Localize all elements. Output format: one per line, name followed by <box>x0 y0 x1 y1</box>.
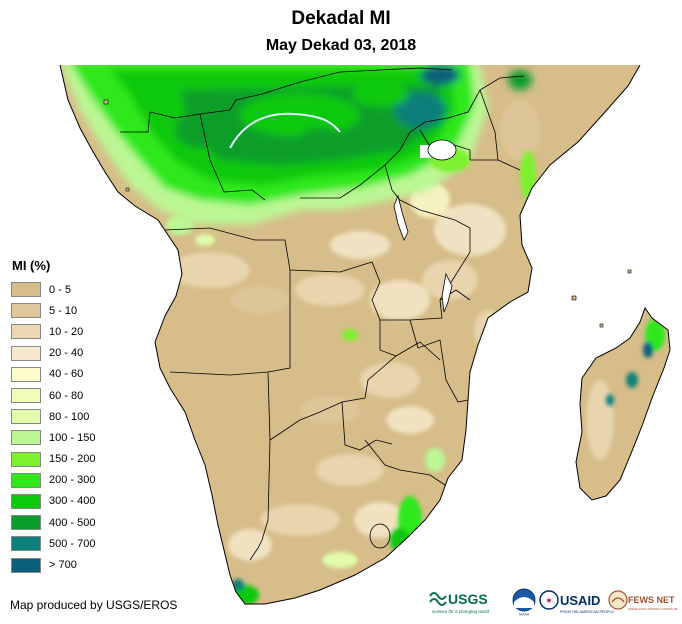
legend: MI (%) 0 - 5 5 - 10 10 - 20 20 - 40 40 - 60 6… <box>8 258 95 576</box>
legend-swatch <box>11 345 41 361</box>
legend-item: 40 - 60 <box>8 364 95 385</box>
legend-label: 80 - 100 <box>49 410 90 423</box>
usgs-tagline: science for a changing world <box>432 609 490 614</box>
legend-label: 400 - 500 <box>49 516 96 529</box>
legend-swatch <box>11 430 41 446</box>
noaa-wordmark: NOAA <box>519 613 530 617</box>
legend-item: 100 - 150 <box>8 427 95 448</box>
islands <box>103 99 632 328</box>
lakes <box>369 139 457 549</box>
noaa-logo: NOAA <box>512 588 536 617</box>
legend-title: MI (%) <box>12 258 51 273</box>
legend-label: 20 - 40 <box>49 347 84 360</box>
legend-item: 400 - 500 <box>8 512 95 533</box>
legend-label: 60 - 80 <box>49 389 84 402</box>
legend-item: > 700 <box>8 554 95 575</box>
legend-item: 0 - 5 <box>8 279 95 300</box>
fewsnet-tagline: FAMINE EARLY WARNING SYSTEMS NETWORK <box>628 607 678 611</box>
legend-item: 20 - 40 <box>8 343 95 364</box>
legend-swatch <box>11 409 41 425</box>
legend-swatch <box>11 366 41 382</box>
legend-item: 300 - 400 <box>8 491 95 512</box>
usaid-wordmark: USAID <box>560 593 600 608</box>
legend-swatch <box>11 536 41 552</box>
legend-swatch <box>11 557 41 573</box>
legend-swatch <box>11 303 41 319</box>
legend-item: 60 - 80 <box>8 385 95 406</box>
legend-swatch <box>11 472 41 488</box>
legend-item: 200 - 300 <box>8 470 95 491</box>
usgs-logo: USGS science for a changing world <box>429 591 490 614</box>
usaid-logo: ★ USAID FROM THE AMERICAN PEOPLE <box>539 590 614 614</box>
legend-swatch <box>11 451 41 467</box>
legend-rows: 0 - 5 5 - 10 10 - 20 20 - 40 40 - 60 60 - 80 8… <box>8 279 95 576</box>
legend-label: 150 - 200 <box>49 453 96 466</box>
legend-item: 10 - 20 <box>8 321 95 342</box>
legend-label: 100 - 150 <box>49 431 96 444</box>
credit-text: Map produced by USGS/EROS <box>10 598 178 612</box>
fewsnet-wordmark: FEWS NET <box>628 595 675 605</box>
legend-label: 500 - 700 <box>49 537 96 550</box>
land-area <box>60 65 670 604</box>
legend-swatch <box>11 515 41 531</box>
legend-swatch <box>11 324 41 340</box>
legend-item: 80 - 100 <box>8 406 95 427</box>
legend-item: 150 - 200 <box>8 449 95 470</box>
legend-label: 300 - 400 <box>49 495 96 508</box>
legend-item: 500 - 700 <box>8 533 95 554</box>
legend-swatch <box>11 388 41 404</box>
usgs-wordmark: USGS <box>448 591 488 607</box>
legend-item: 5 - 10 <box>8 300 95 321</box>
map-subtitle: May Dekad 03, 2018 <box>265 37 417 54</box>
agency-logos: USGS science for a changing world NOAA ★… <box>429 588 678 617</box>
legend-label: > 700 <box>49 559 77 572</box>
legend-label: 10 - 20 <box>49 325 84 338</box>
fewsnet-logo: FEWS NET FAMINE EARLY WARNING SYSTEMS NE… <box>608 590 678 611</box>
legend-label: 200 - 300 <box>49 474 96 487</box>
legend-swatch <box>11 493 41 509</box>
legend-label: 0 - 5 <box>49 283 72 296</box>
legend-label: 5 - 10 <box>49 304 78 317</box>
map-title: Dekadal MI <box>291 8 391 29</box>
svg-text:★: ★ <box>545 596 552 605</box>
usaid-tagline: FROM THE AMERICAN PEOPLE <box>560 610 614 614</box>
coastlines <box>59 64 671 605</box>
legend-swatch <box>11 282 41 298</box>
legend-label: 40 - 60 <box>49 368 84 381</box>
